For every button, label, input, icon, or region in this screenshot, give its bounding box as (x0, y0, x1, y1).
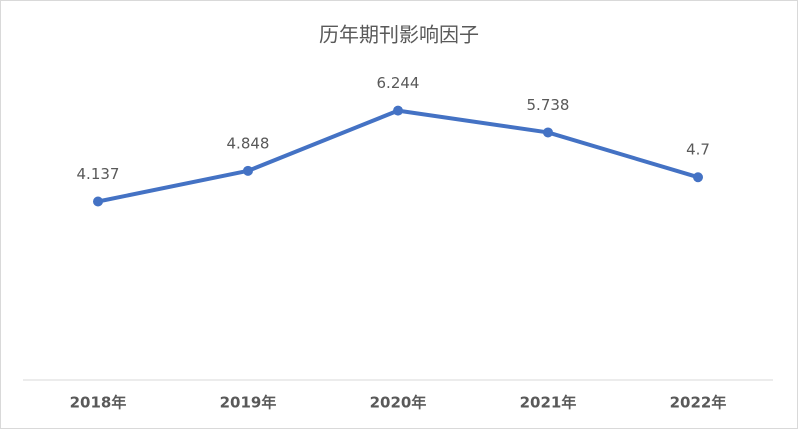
data-point (243, 165, 253, 176)
data-point (693, 172, 703, 183)
x-tick-label: 2018年 (70, 394, 127, 412)
data-point (393, 105, 403, 116)
data-label: 4.7 (686, 141, 710, 159)
data-label: 4.137 (77, 165, 120, 183)
data-label: 4.848 (227, 134, 270, 152)
x-tick-label: 2019年 (220, 394, 277, 412)
data-label: 6.244 (377, 74, 420, 92)
chart-title: 历年期刊影响因子 (319, 23, 479, 47)
data-point (93, 196, 103, 207)
x-tick-label: 2022年 (670, 394, 727, 412)
x-tick-label: 2021年 (520, 394, 577, 412)
data-label: 5.738 (527, 96, 570, 114)
x-tick-label: 2020年 (370, 394, 427, 412)
data-point (543, 127, 553, 138)
